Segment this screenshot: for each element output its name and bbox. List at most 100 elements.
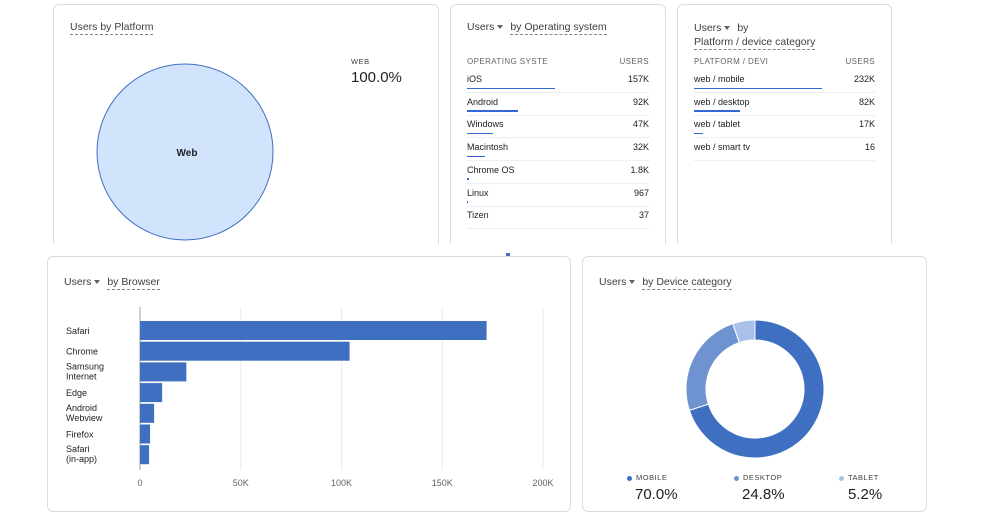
os-table-row-value: 967 [633, 187, 649, 198]
os-table-row-label: Android [467, 96, 499, 107]
os-col-header-2: USERS [619, 57, 649, 66]
browser-dimension[interactable]: by Browser [107, 276, 160, 290]
scroll-indicator [506, 253, 510, 257]
device-table-row[interactable]: web / tablet 17K [694, 116, 875, 139]
row-divider [467, 114, 649, 116]
os-table-row[interactable]: Tizen 37 [467, 207, 649, 230]
device-table-row[interactable]: web / desktop 82K [694, 94, 875, 116]
os-table-row-bar [467, 155, 485, 158]
device-legend-mobile: MOBILE 70.0% [627, 473, 678, 503]
device-col-header-1: PLATFORM / DEVI [694, 57, 769, 66]
platform-slice-web[interactable] [96, 63, 274, 241]
device-table-row-value: 232K [853, 74, 875, 84]
bar-edge[interactable] [140, 383, 163, 403]
chevron-down-icon [724, 25, 731, 30]
y-category-label: Samsung Internet [66, 361, 104, 381]
x-tick-label: 100K [331, 478, 352, 488]
os-table-row[interactable]: Linux 967 [467, 185, 649, 207]
device-card-title: Users by Device category [599, 276, 732, 290]
device-col-header-2: USERS [845, 57, 875, 66]
y-category-label: Safari [66, 326, 90, 336]
chevron-down-icon [629, 279, 636, 284]
device-table-metric-selector[interactable]: Users [694, 22, 734, 34]
chevron-down-icon [94, 279, 101, 284]
browser-bar-chart: 0 50K 100K 150K 200K Safari Chrome Samsung Inter… [66, 307, 554, 488]
platform-slice-label: Web [177, 148, 198, 159]
bar-firefox[interactable] [140, 424, 151, 444]
os-table-row-label: Linux [467, 187, 489, 198]
row-divider [467, 160, 649, 162]
device-table-row[interactable]: web / smart tv 16 [694, 139, 875, 162]
platform-pie: Web [96, 63, 274, 241]
device-dimension[interactable]: by Device category [642, 276, 732, 290]
os-table-row-bar [467, 110, 519, 112]
os-table-row-value: 157K [627, 74, 649, 84]
x-tick-label: 200K [532, 478, 553, 488]
section-divider [0, 244, 999, 254]
bar-safari[interactable] [140, 321, 487, 340]
os-table-row[interactable]: Macintosh 32K [467, 139, 649, 162]
os-dimension[interactable]: by Operating system [510, 21, 607, 35]
os-table-row-label: Tizen [467, 210, 489, 221]
device-table-row[interactable]: web / mobile 232K [694, 71, 875, 93]
os-col-header-1: OPERATING SYSTE [467, 57, 548, 66]
donut-slice-mobile[interactable] [688, 319, 825, 459]
row-divider [694, 137, 875, 139]
device-table-card: Users by Platform / device category PLAT… [677, 4, 892, 249]
donut-slice-tablet[interactable] [732, 319, 756, 344]
legend-dot-icon [734, 475, 739, 481]
bar-chrome[interactable] [140, 341, 350, 361]
device-table-row-label: web / desktop [694, 96, 750, 107]
os-table-row[interactable]: Android 92K [467, 94, 649, 116]
x-tick-label: 150K [432, 478, 453, 488]
os-metric-selector[interactable]: Users [467, 21, 507, 33]
platform-legend-label: WEB [351, 57, 370, 66]
row-divider [467, 228, 649, 230]
platform-legend: WEB 100.0% [351, 57, 402, 86]
row-divider [467, 205, 649, 207]
os-card-title: Users by Operating system [467, 21, 607, 35]
os-table-row[interactable]: Windows 47K [467, 116, 649, 139]
y-category-label: Android Webview [66, 403, 103, 423]
platform-card-title[interactable]: Users by Platform [70, 21, 154, 35]
browser-metric-selector[interactable]: Users [64, 276, 104, 288]
device-table-row-bar [694, 110, 740, 112]
device-legend-tablet: TABLET 5.2% [839, 473, 882, 503]
os-table-row-value: 37 [638, 210, 649, 221]
platform-card: Users by Platform Web WEB 100.0% [53, 4, 439, 249]
device-legend-desktop: DESKTOP 24.8% [734, 473, 785, 503]
device-table-dimension[interactable]: Platform / device category [694, 36, 816, 50]
device-metric-selector[interactable]: Users [599, 276, 639, 288]
os-table-row-value: 92K [632, 96, 649, 107]
bar-android-webview[interactable] [140, 403, 155, 423]
os-table-row-value: 47K [632, 119, 649, 130]
donut-slice-desktop[interactable] [685, 323, 740, 411]
device-table-card-title: Users by Platform / device category [694, 22, 816, 50]
row-divider [467, 182, 649, 184]
os-table-row-value: 32K [632, 142, 649, 153]
bar-samsung-internet[interactable] [140, 362, 187, 382]
device-table-row-value: 16 [864, 142, 875, 153]
platform-legend-value: 100.0% [351, 69, 402, 86]
y-category-label: Edge [66, 388, 87, 398]
os-table-row-bar [467, 201, 468, 203]
row-divider [467, 92, 649, 93]
device-table-row-label: web / mobile [694, 74, 745, 84]
browser-card-title: Users by Browser [64, 276, 160, 290]
y-category-label: Firefox [66, 430, 94, 440]
y-category-label: Safari (in-app) [66, 444, 97, 464]
os-table-row-bar [467, 178, 469, 180]
x-tick-label: 0 [137, 478, 142, 488]
y-category-label: Chrome [66, 347, 98, 357]
row-divider [694, 160, 875, 162]
bar-safari-in-app-[interactable] [140, 445, 150, 465]
device-donut-chart [685, 319, 825, 459]
device-card: Users by Device category MOBILE 70.0% DE… [582, 256, 927, 512]
device-table-row-value: 82K [858, 96, 875, 107]
os-table-row-bar [467, 87, 555, 89]
os-table-row[interactable]: Chrome OS 1.8K [467, 162, 649, 184]
chevron-down-icon [497, 24, 504, 29]
device-table-row-value: 17K [858, 119, 875, 130]
os-table-row[interactable]: iOS 157K [467, 71, 649, 93]
row-divider [694, 92, 875, 93]
